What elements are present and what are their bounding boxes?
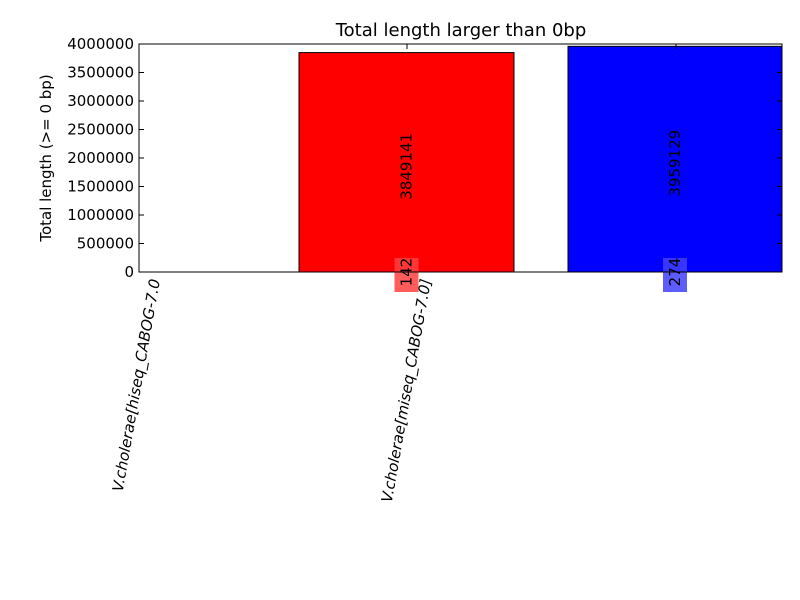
chart-title: Total length larger than 0bp <box>335 20 587 41</box>
y-tick-label: 4000000 <box>67 35 134 53</box>
y-tick-label: 1500000 <box>67 178 134 196</box>
y-tick-label: 2000000 <box>67 149 134 167</box>
bar-value-label: 3959129 <box>666 130 684 197</box>
bar <box>298 52 515 273</box>
y-tick-label: 3000000 <box>67 92 134 110</box>
y-axis-label: Total length (>= 0 bp) <box>37 74 55 242</box>
x-tick-label: V.cholerae[miseq_CABOG-7.0] <box>378 277 436 503</box>
count-badge <box>394 258 419 292</box>
bar-value-label: 3849141 <box>398 133 416 200</box>
y-tick-label: 1000000 <box>67 206 134 224</box>
y-tick-label: 2500000 <box>67 121 134 139</box>
x-tick-label: V.cholerae[hiseq_CABOG-7.0 <box>109 278 165 494</box>
y-tick-label: 0 <box>124 263 134 281</box>
y-tick-label: 3500000 <box>67 64 134 82</box>
y-tick-label: 500000 <box>77 235 134 253</box>
y-ticks: 0 500000 1000000 1500000 2000000 2500000 30000… <box>67 35 782 281</box>
count-badge <box>663 258 687 292</box>
